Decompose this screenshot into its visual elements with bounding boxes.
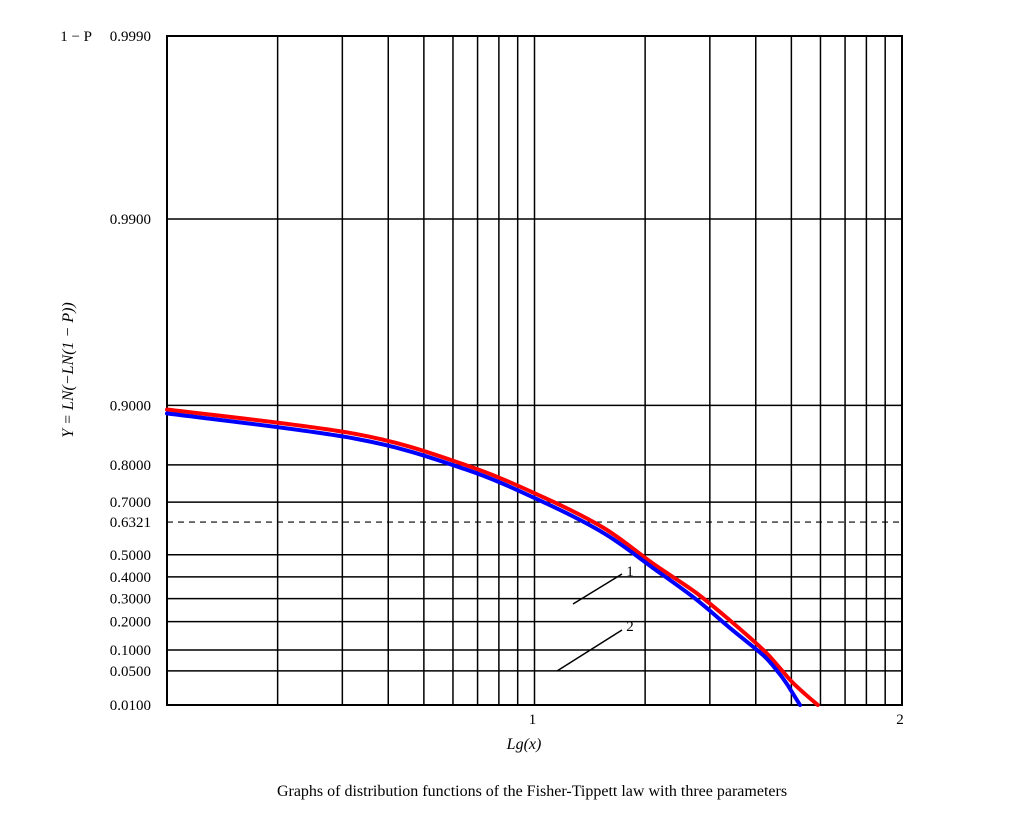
y-tick-label: 0.0100 (110, 698, 151, 714)
y-tick-label: 0.9900 (110, 212, 151, 228)
series-line-1 (165, 407, 820, 707)
y-tick-labels: 0.9990 0.9900 0.9000 0.8000 0.7000 0.6321 0.50… (110, 29, 151, 714)
series-label-2: 2 (626, 619, 634, 635)
y-tick-label: 0.0500 (110, 664, 151, 680)
y-corner-label: 1 − P (60, 29, 92, 45)
series-label-1: 1 (626, 564, 634, 580)
leader-line-1 (572, 573, 623, 605)
x-tick-label: 2 (896, 712, 904, 728)
y-tick-label: 0.7000 (110, 495, 151, 511)
series-line-2 (165, 411, 802, 707)
y-tick-label: 0.2000 (110, 615, 151, 631)
plot-frame (166, 35, 903, 706)
x-tick-label: 1 (529, 712, 537, 728)
vertical-gridlines (276, 36, 886, 705)
y-tick-label: 0.1000 (110, 643, 151, 659)
leader-line-2 (556, 629, 623, 672)
y-tick-label: 0.9000 (110, 398, 151, 414)
y-tick-label: 0.6321 (110, 515, 151, 531)
y-tick-label: 0.8000 (110, 458, 151, 474)
y-tick-label: 0.3000 (110, 592, 151, 608)
series-layer (165, 407, 820, 707)
y-tick-label: 0.4000 (110, 570, 151, 586)
x-axis-title: Lg(x) (506, 736, 542, 753)
chart-caption: Graphs of distribution functions of the … (277, 783, 787, 800)
y-tick-label: 0.9990 (110, 29, 151, 45)
y-tick-label: 0.5000 (110, 548, 151, 564)
series-labels: 12 (556, 564, 634, 672)
y-axis-title: Y = LN(−LN(1 − P)) (60, 302, 77, 438)
